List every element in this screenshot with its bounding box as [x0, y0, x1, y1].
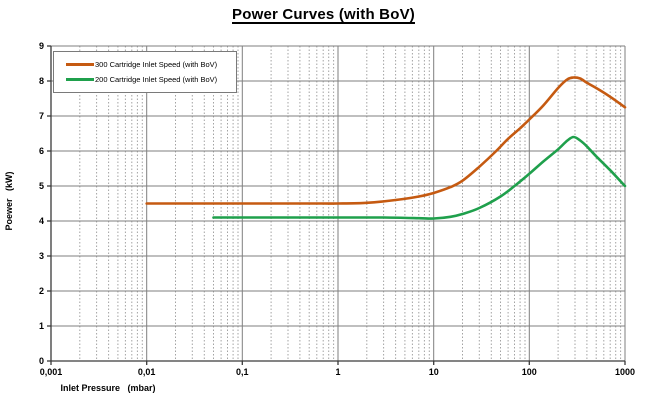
svg-text:8: 8 [39, 76, 44, 86]
legend-swatch-200 [66, 78, 94, 81]
svg-text:4: 4 [39, 216, 44, 226]
series-line-300 [145, 76, 627, 205]
legend-label-200: 200 Cartridge Inlet Speed (with BoV) [95, 75, 218, 84]
legend-item-300: 300 Cartridge Inlet Speed (with BoV) [66, 60, 236, 69]
svg-text:3: 3 [39, 251, 44, 261]
x-ticks: 0,001 0,01 0,1 1 10 100 1000 [40, 361, 635, 377]
series-line-200 [212, 135, 627, 220]
svg-text:0,001: 0,001 [40, 367, 63, 377]
svg-text:10: 10 [429, 367, 439, 377]
svg-text:5: 5 [39, 181, 44, 191]
legend-swatch-300 [66, 63, 94, 66]
svg-text:0,01: 0,01 [138, 367, 156, 377]
legend: 300 Cartridge Inlet Speed (with BoV) 200… [53, 51, 237, 93]
svg-text:6: 6 [39, 146, 44, 156]
y-axis-title: Poewer (kW) [4, 171, 14, 231]
svg-text:7: 7 [39, 111, 44, 121]
y-ticks: 0 1 2 3 4 5 6 7 8 9 [39, 41, 51, 366]
svg-text:0: 0 [39, 356, 44, 366]
svg-text:0,1: 0,1 [236, 367, 249, 377]
grid-major-horizontal [51, 45, 625, 327]
chart-title: Power Curves (with BoV) [232, 6, 415, 23]
svg-text:2: 2 [39, 286, 44, 296]
svg-text:1: 1 [39, 321, 44, 331]
legend-label-300: 300 Cartridge Inlet Speed (with BoV) [95, 60, 218, 69]
x-axis-title-text: Inlet Pressure (mbar) [60, 383, 156, 393]
svg-text:9: 9 [39, 41, 44, 51]
x-axis-title: Inlet Pressure (mbar) [51, 383, 647, 393]
svg-text:1000: 1000 [615, 367, 635, 377]
svg-text:100: 100 [522, 367, 537, 377]
legend-item-200: 200 Cartridge Inlet Speed (with BoV) [66, 75, 236, 84]
svg-text:1: 1 [335, 367, 340, 377]
